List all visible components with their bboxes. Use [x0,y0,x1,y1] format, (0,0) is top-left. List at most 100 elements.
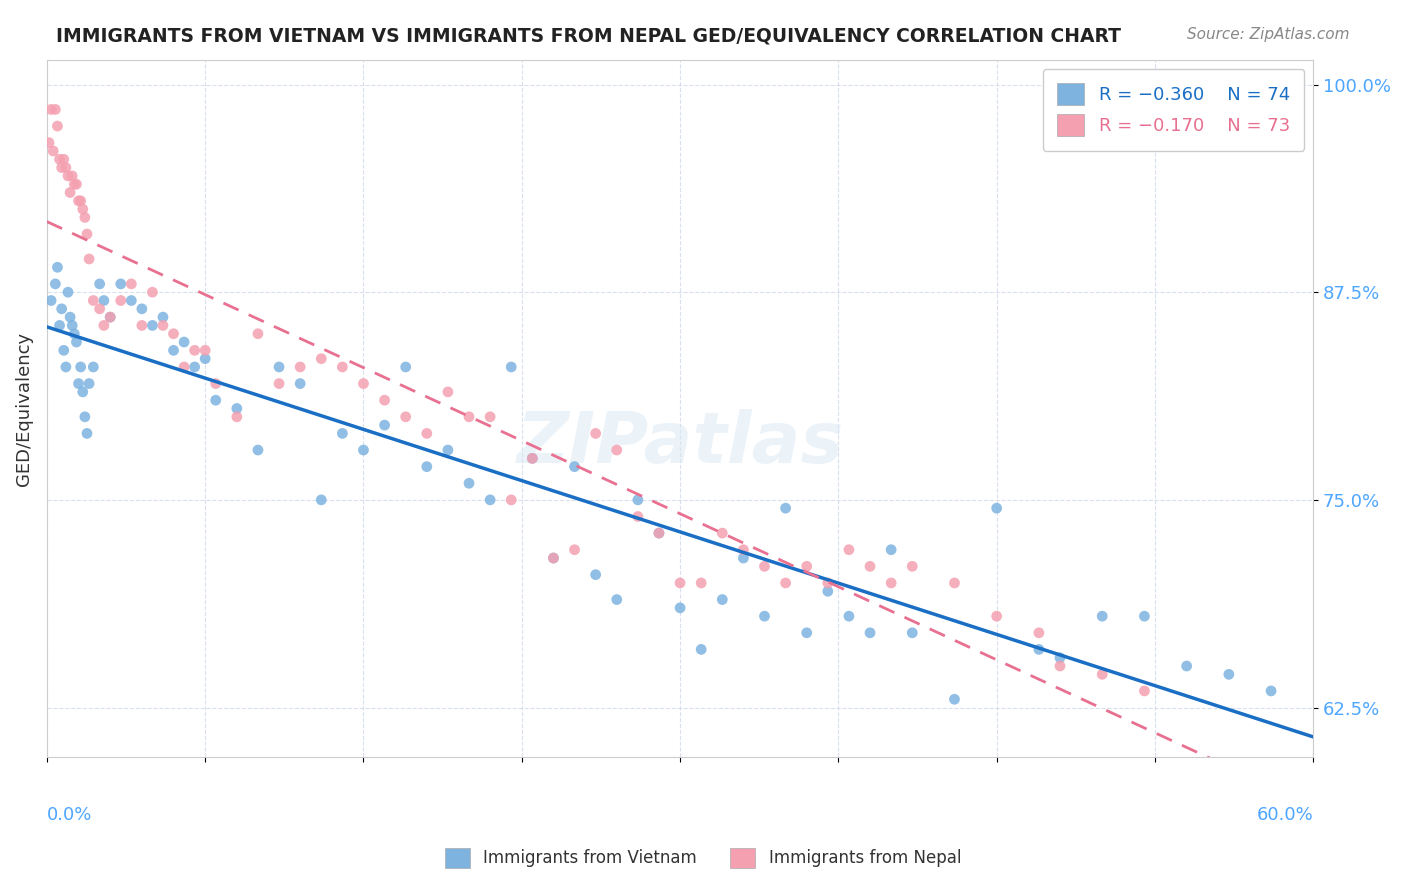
Point [1175,659,1198,673]
Point [48,318,70,333]
Point [46,119,69,133]
Point [1049,659,1071,673]
Point [288,359,311,374]
Point [796,625,818,640]
Point [131,301,153,316]
Point [479,492,502,507]
Point [67,194,90,208]
Text: 0.0%: 0.0% [46,806,93,824]
Point [194,343,217,358]
Point [838,609,860,624]
Point [880,576,903,591]
Legend: Immigrants from Vietnam, Immigrants from Nepal: Immigrants from Vietnam, Immigrants from… [439,841,967,875]
Point [880,542,903,557]
Point [1091,667,1114,681]
Point [60,169,83,183]
Point [52,153,75,167]
Point [39,293,62,308]
Point [690,576,713,591]
Point [65,178,87,192]
Point [986,609,1008,624]
Point [1091,609,1114,624]
Point [38,136,60,150]
Text: IMMIGRANTS FROM VIETNAM VS IMMIGRANTS FROM NEPAL GED/EQUIVALENCY CORRELATION CHA: IMMIGRANTS FROM VIETNAM VS IMMIGRANTS FR… [56,27,1121,45]
Point [838,542,860,557]
Point [82,293,104,308]
Point [55,161,77,175]
Point [943,692,966,706]
Point [458,476,481,491]
Point [395,409,418,424]
Point [733,542,755,557]
Text: Source: ZipAtlas.com: Source: ZipAtlas.com [1187,27,1350,42]
Point [711,526,734,541]
Point [501,492,523,507]
Point [204,393,226,408]
Point [46,260,69,275]
Point [711,592,734,607]
Point [754,559,776,574]
Point [1218,667,1240,681]
Point [56,169,79,183]
Point [901,559,924,574]
Text: ZIPatlas: ZIPatlas [516,409,844,478]
Point [943,576,966,591]
Point [183,343,205,358]
Point [246,443,269,458]
Point [225,409,247,424]
Point [458,409,481,424]
Point [98,310,121,325]
Point [89,301,111,316]
Point [93,318,115,333]
Point [48,153,70,167]
Point [56,285,79,300]
Point [416,426,439,441]
Point [733,551,755,566]
Point [183,359,205,374]
Point [51,161,73,175]
Point [1133,684,1156,698]
Point [225,401,247,416]
Point [332,359,354,374]
Point [353,376,375,391]
Point [522,451,544,466]
Point [120,293,142,308]
Point [267,376,290,391]
Point [65,334,87,349]
Point [690,642,713,657]
Point [72,384,94,399]
Point [501,359,523,374]
Point [817,584,839,599]
Point [89,277,111,291]
Point [775,501,797,516]
Point [72,202,94,216]
Point [1028,642,1050,657]
Point [648,526,671,541]
Point [76,227,98,241]
Point [77,376,100,391]
Point [152,318,174,333]
Point [1049,650,1071,665]
Point [754,609,776,624]
Point [69,194,91,208]
Point [1028,625,1050,640]
Point [669,600,692,615]
Point [859,625,882,640]
Point [110,277,132,291]
Point [67,376,90,391]
Point [76,426,98,441]
Point [110,293,132,308]
Point [63,326,86,341]
Point [59,186,82,200]
Point [564,542,586,557]
Point [522,451,544,466]
Point [73,409,96,424]
Point [627,492,650,507]
Point [60,318,83,333]
Point [669,576,692,591]
Point [173,334,195,349]
Point [796,559,818,574]
Point [353,443,375,458]
Point [416,459,439,474]
Point [901,625,924,640]
